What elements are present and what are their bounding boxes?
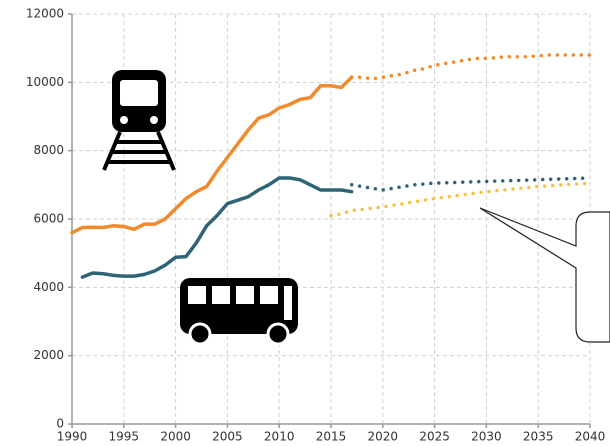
x-tick-label: 2015 [316,430,347,444]
x-tick-label: 1990 [57,430,88,444]
x-tick-label: 2020 [368,430,399,444]
y-tick-label: 12000 [26,7,64,21]
series-line [70,75,354,235]
x-tick-label: 2035 [523,430,554,444]
x-tick-label: 2010 [264,430,295,444]
x-tick-label: 2040 [575,430,606,444]
series-line [80,176,354,279]
x-tick-label: 2025 [419,430,450,444]
y-tick-label: 6000 [33,212,64,226]
series-line [349,53,592,81]
y-tick-label: 4000 [33,280,64,294]
labels: 0 2000 4000 6000 8000 10000 12000 1990 1995 2000 2… [26,7,605,444]
x-tick-label: 1995 [109,430,140,444]
y-tick-label: 10000 [26,75,64,89]
bus-icon [180,278,298,346]
lines [70,53,592,279]
x-tick-label: 2030 [471,430,502,444]
x-tick-label: 2005 [212,430,243,444]
y-tick-label: 8000 [33,143,64,157]
train-icon [102,70,176,171]
y-tick-label: 2000 [33,348,64,362]
series-line [349,176,592,192]
x-tick-label: 2000 [160,430,191,444]
series-line [329,181,592,218]
callout [479,207,610,343]
y-tick-label: 0 [56,417,64,431]
